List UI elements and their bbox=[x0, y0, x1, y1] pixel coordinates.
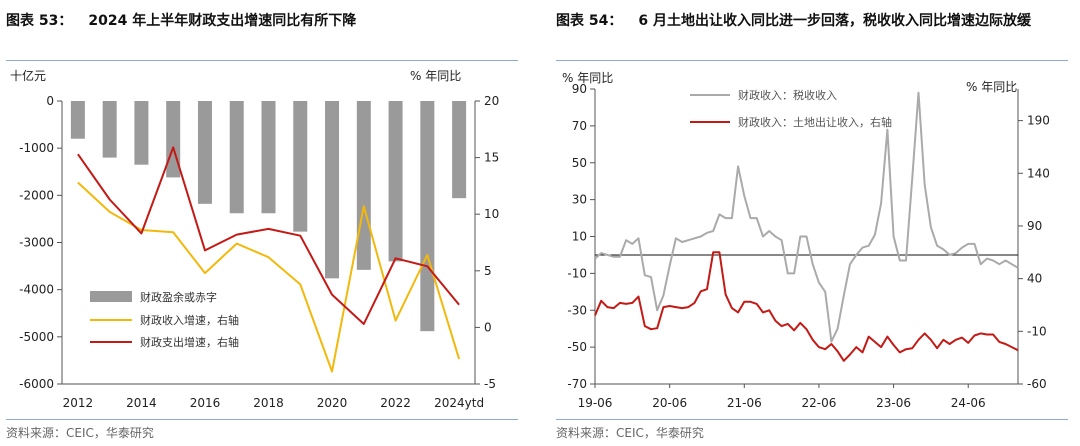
right-tick-label: 190 bbox=[1027, 114, 1050, 128]
left-tick-label: -1000 bbox=[19, 141, 54, 155]
left-tick-label: -6000 bbox=[19, 377, 54, 391]
chart-panel-fig53: 图表 53： 2024 年上半年财政支出增速同比有所下降 十亿元 % 年同比 0 -10… bbox=[0, 0, 530, 446]
chart-fig53: 十亿元 % 年同比 0 -1000 -2000 -3000 -4000 -5000 -6000 2… bbox=[10, 68, 499, 410]
left-axis-unit: 十亿元 bbox=[10, 68, 46, 83]
right-tick-label: 0 bbox=[484, 320, 492, 334]
title-rule bbox=[6, 60, 518, 61]
legend-swatch-bar bbox=[90, 291, 132, 302]
footer-rule bbox=[6, 419, 518, 420]
right-axis-unit: % 年同比 bbox=[966, 80, 1017, 94]
figure-label: 图表 54： bbox=[556, 13, 623, 29]
right-tick-label: 15 bbox=[484, 151, 499, 165]
x-tick-label: 23-06 bbox=[876, 396, 911, 410]
x-tick-label: 22-06 bbox=[802, 396, 837, 410]
x-tick-label: 20-06 bbox=[652, 396, 687, 410]
right-axis-unit: % 年同比 bbox=[410, 69, 461, 83]
bar-deficit bbox=[102, 101, 117, 158]
left-tick-label: 30 bbox=[572, 193, 587, 207]
right-tick-label: 40 bbox=[1027, 272, 1042, 286]
left-tick-label: 10 bbox=[572, 230, 587, 244]
figure-label: 图表 53： bbox=[6, 13, 73, 29]
legend-label: 财政收入增速，右轴 bbox=[140, 313, 239, 327]
left-tick-label: -30 bbox=[567, 303, 587, 317]
right-tick-label: 140 bbox=[1027, 166, 1050, 180]
x-tick-label: 2018 bbox=[253, 396, 284, 410]
x-tick-label: 2016 bbox=[190, 396, 221, 410]
bar-deficit bbox=[452, 101, 467, 199]
chart-fig54: % 年同比% 年同比9070503010-10-30-50-7019014090… bbox=[562, 71, 1050, 410]
left-tick-label: 50 bbox=[572, 156, 587, 170]
bar-deficit bbox=[70, 101, 85, 139]
bar-deficit bbox=[261, 101, 276, 214]
right-tick-label: 90 bbox=[1027, 219, 1042, 233]
bar-deficit bbox=[229, 101, 244, 214]
left-tick-label: -5000 bbox=[19, 330, 54, 344]
left-tick-label: -10 bbox=[567, 266, 587, 280]
left-tick-label: 70 bbox=[572, 119, 587, 133]
left-tick-label: -50 bbox=[567, 340, 587, 354]
left-tick-label: 0 bbox=[46, 94, 54, 108]
bar-deficit bbox=[197, 101, 212, 204]
right-tick-label: -10 bbox=[1027, 324, 1047, 338]
legend-label: 财政收入：税收收入 bbox=[738, 88, 837, 102]
left-tick-label: 90 bbox=[572, 82, 587, 96]
x-tick-label: 21-06 bbox=[727, 396, 762, 410]
title-text: 6 月土地出让收入同比进一步回落，税收收入同比增速边际放缓 bbox=[638, 13, 1031, 29]
bar-deficit bbox=[325, 101, 340, 279]
right-tick-label: 10 bbox=[484, 207, 499, 221]
left-tick-label: -70 bbox=[567, 377, 587, 391]
x-tick-label: 2012 bbox=[63, 396, 94, 410]
series-line bbox=[77, 146, 460, 325]
series-line-tax bbox=[594, 91, 1019, 343]
title-text: 2024 年上半年财政支出增速同比有所下降 bbox=[88, 13, 357, 29]
left-tick-label: -3000 bbox=[19, 236, 54, 250]
x-tick-label: 2020 bbox=[317, 396, 348, 410]
bar-deficit bbox=[388, 101, 403, 262]
chart-title: 图表 54： 6 月土地出让收入同比进一步回落，税收收入同比增速边际放缓 bbox=[556, 10, 1068, 32]
x-tick-label: 2024ytd bbox=[434, 396, 484, 410]
chart-title: 图表 53： 2024 年上半年财政支出增速同比有所下降 bbox=[6, 10, 518, 32]
legend-label: 财政支出增速，右轴 bbox=[140, 335, 239, 349]
x-tick-label: 24-06 bbox=[951, 396, 986, 410]
right-tick-label: 5 bbox=[484, 264, 492, 278]
bar-deficit bbox=[134, 101, 149, 165]
series-line bbox=[77, 181, 461, 373]
x-tick-label: 2014 bbox=[126, 396, 157, 410]
left-axis-unit: % 年同比 bbox=[562, 71, 613, 85]
right-tick-label: -60 bbox=[1027, 377, 1047, 391]
right-tick-label: -5 bbox=[484, 377, 496, 391]
bar-deficit bbox=[356, 101, 371, 270]
source-note: 资料来源：CEIC，华泰研究 bbox=[556, 426, 704, 440]
legend-label: 财政盈余或赤字 bbox=[140, 290, 217, 304]
footer-rule bbox=[556, 419, 1068, 420]
x-tick-label: 2022 bbox=[380, 396, 411, 410]
legend-label: 财政收入：土地出让收入，右轴 bbox=[738, 115, 892, 129]
series-line-land bbox=[594, 251, 1019, 362]
chart-panel-fig54: 图表 54： 6 月土地出让收入同比进一步回落，税收收入同比增速边际放缓 % 年同… bbox=[550, 0, 1080, 446]
source-note: 资料来源：CEIC，华泰研究 bbox=[6, 426, 154, 440]
x-tick-label: 19-06 bbox=[578, 396, 613, 410]
left-tick-label: -4000 bbox=[19, 283, 54, 297]
title-rule bbox=[556, 60, 1068, 61]
bar-deficit bbox=[293, 101, 308, 232]
left-tick-label: -2000 bbox=[19, 188, 54, 202]
right-tick-label: 20 bbox=[484, 94, 499, 108]
bar-deficit bbox=[420, 101, 435, 332]
